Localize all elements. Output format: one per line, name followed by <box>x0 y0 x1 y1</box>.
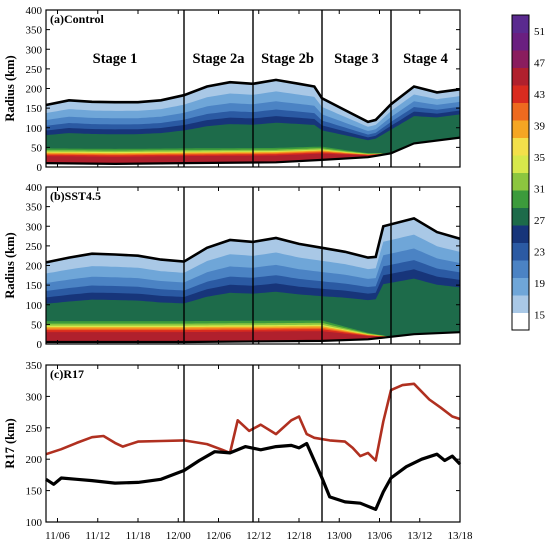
panel-label: (a)Control <box>50 12 104 26</box>
inner-r17-contour <box>46 331 461 344</box>
y-tick-label: 350 <box>26 202 43 214</box>
colorbar-segment <box>512 277 529 296</box>
y-tick-label: 150 <box>26 103 43 115</box>
x-tick-label: 12/00 <box>166 530 192 542</box>
colorbar-segment <box>512 260 529 278</box>
y-tick-label: 300 <box>26 44 43 56</box>
y-tick-label: 0 <box>37 339 43 351</box>
y-tick-label: 100 <box>26 300 43 312</box>
outer-r17-contour <box>45 217 461 264</box>
y-tick-label: 0 <box>37 162 43 174</box>
colorbar-tick-label: 35 <box>534 152 546 164</box>
colorbar-segment <box>512 102 529 121</box>
colorbar-segment <box>512 67 529 86</box>
colorbar-tick-label: 39 <box>534 120 546 132</box>
x-tick-label: 13/18 <box>447 530 473 542</box>
y-tick-label: 100 <box>26 123 43 135</box>
x-tick-label: 12/06 <box>206 530 232 542</box>
colorbar-segment <box>512 225 529 243</box>
colorbar-segment <box>512 137 529 156</box>
r17-line-series-0 <box>45 382 461 462</box>
colorbar-tick-label: 19 <box>534 278 546 290</box>
y-tick-label: 400 <box>26 5 43 17</box>
colorbar-tick-label: 43 <box>534 89 546 101</box>
stage-label: Stage 1 <box>93 51 138 67</box>
stage-label: Stage 2a <box>193 51 246 67</box>
colorbar-tick-label: 27 <box>534 215 546 227</box>
r17-line-series-1 <box>45 441 462 511</box>
y-tick-label: 200 <box>26 261 43 273</box>
panel-control: 0 50 100 150 200 250 300 350 400 Radius (km) (a)Co… <box>3 5 461 174</box>
y-tick-label: 350 <box>26 25 43 37</box>
colorbar-segment <box>512 207 529 226</box>
y-axis-label: Radius (km) <box>3 232 17 298</box>
colorbar-tick-label: 15 <box>534 309 546 321</box>
colorbar: 15 19 23 27 31 35 39 43 47 51 <box>511 14 546 331</box>
colorbar-segment <box>512 155 529 173</box>
stage-label: Stage 4 <box>403 51 448 67</box>
y-tick-label: 50 <box>31 319 43 331</box>
panel-sst45: 0 50 100 150 200 250 300 350 400 Radius (km) (b)SS… <box>3 182 461 351</box>
x-tick-label: 13/00 <box>327 530 353 542</box>
colorbar-segment <box>512 32 529 51</box>
colorbar-tick-label: 31 <box>534 183 545 195</box>
y-tick-label: 150 <box>26 280 43 292</box>
colorbar-segment <box>512 312 529 331</box>
colorbar-segment <box>512 295 529 313</box>
x-tick-label: 13/06 <box>367 530 393 542</box>
x-tick-label: 11/06 <box>45 530 70 542</box>
colorbar-tick-label: 23 <box>534 246 546 258</box>
colorbar-tick-label: 51 <box>534 26 545 38</box>
y-tick-label: 350 <box>26 360 43 372</box>
colorbar-frame <box>511 14 530 331</box>
colorbar-segment <box>512 15 529 33</box>
y-tick-label: 250 <box>26 423 43 435</box>
y-axis-label: R17 (km) <box>3 418 17 468</box>
panel-r17-lines: 100 150 200 250 300 350 R17 (km) (c)R17 11/06 11/… <box>3 360 473 542</box>
x-tick-label: 12/12 <box>246 530 271 542</box>
panel-label: (c)R17 <box>50 367 84 381</box>
x-tick-label: 13/12 <box>407 530 432 542</box>
y-axis-label: Radius (km) <box>3 55 17 121</box>
y-tick-label: 200 <box>26 454 43 466</box>
x-tick-label: 12/18 <box>286 530 312 542</box>
y-tick-label: 50 <box>31 142 43 154</box>
x-tick-label: 11/18 <box>126 530 151 542</box>
y-tick-label: 150 <box>26 486 43 498</box>
x-tick-label: 11/12 <box>85 530 110 542</box>
colorbar-segment <box>512 120 529 138</box>
colorbar-segment <box>512 172 529 191</box>
y-tick-label: 400 <box>26 182 43 194</box>
plot-frame <box>45 364 461 523</box>
colorbar-segment <box>512 50 529 68</box>
y-tick-label: 200 <box>26 84 43 96</box>
outer-r17-contour <box>45 78 461 124</box>
colorbar-segment <box>512 190 529 208</box>
y-tick-label: 250 <box>26 64 43 76</box>
y-tick-label: 300 <box>26 391 43 403</box>
panel-label: (b)SST4.5 <box>50 189 101 203</box>
colorbar-tick-label: 47 <box>534 57 546 69</box>
colorbar-segment <box>512 242 529 261</box>
stage-label: Stage 3 <box>334 51 379 67</box>
y-tick-label: 300 <box>26 221 43 233</box>
y-tick-label: 100 <box>26 517 43 529</box>
colorbar-segment <box>512 85 529 103</box>
y-tick-label: 250 <box>26 241 43 253</box>
stage-label: Stage 2b <box>261 51 314 67</box>
